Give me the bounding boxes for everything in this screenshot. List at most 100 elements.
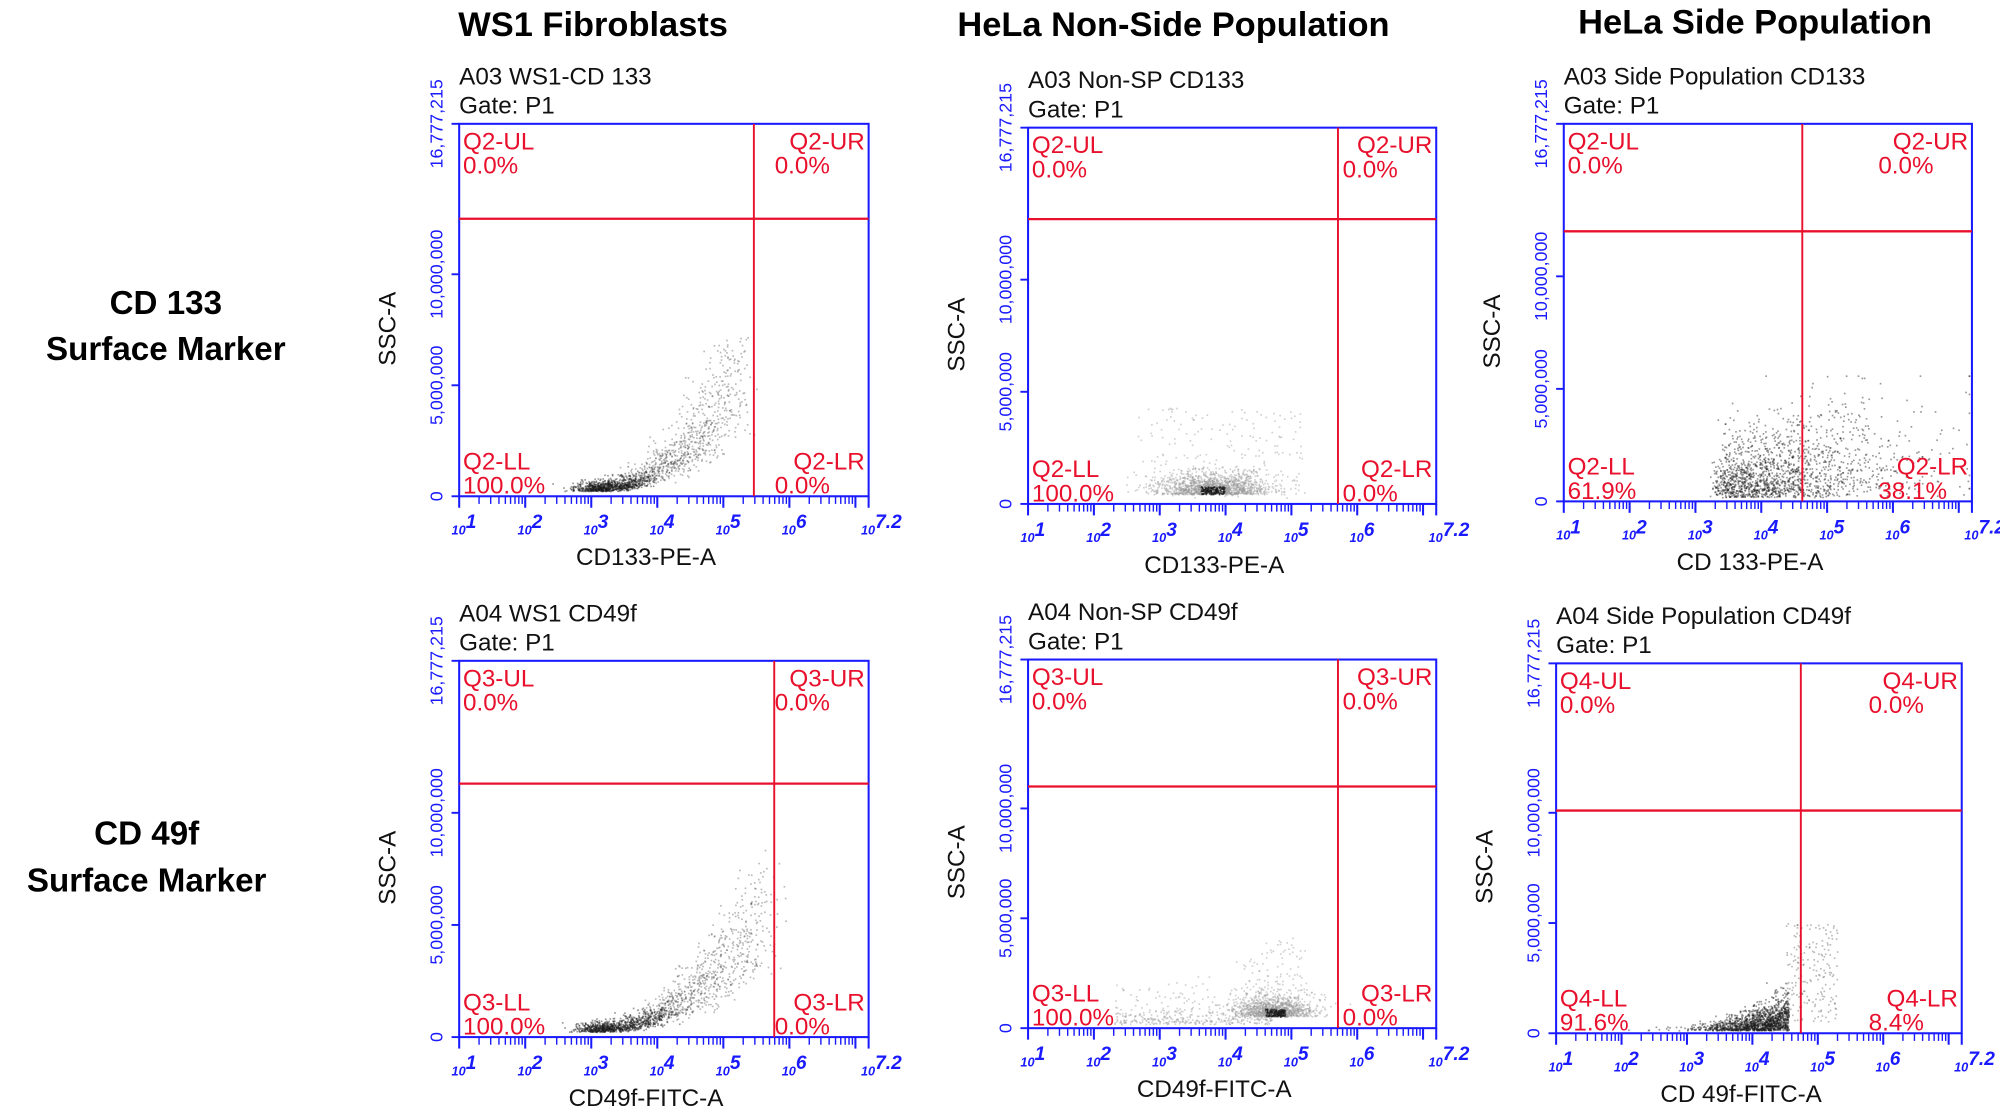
event-point [1248,483,1250,486]
event-point [591,488,594,491]
event-point [601,487,603,490]
event-point [1735,476,1737,479]
event-point [1182,493,1185,496]
event-point [1244,482,1247,484]
event-point [639,474,642,477]
event-point [649,479,651,482]
event-point [1788,441,1791,443]
event-point [1821,494,1824,496]
event-point [697,457,700,459]
event-point [604,484,606,486]
event-point [654,474,657,477]
event-point [1240,475,1243,478]
event-point [1155,490,1158,493]
event-point [705,420,708,423]
event-point [1743,470,1746,472]
event-point [1764,459,1767,462]
y-tick-label: 5,000,000 [995,352,1015,431]
event-point [1727,481,1729,484]
event-point [1811,386,1814,389]
event-point [607,483,609,486]
event-point [1839,470,1841,472]
event-point [1255,471,1258,473]
event-point [1210,490,1213,492]
event-point [743,351,745,353]
event-point [1255,486,1258,489]
event-point [1212,493,1214,496]
event-point [1754,440,1757,442]
event-point [604,486,607,489]
event-point [597,488,600,491]
event-point [1777,467,1779,470]
event-point [1741,481,1743,484]
event-point [1189,492,1192,495]
event-point [1797,493,1799,496]
event-point [610,481,613,484]
event-point [696,434,698,436]
event-point [1739,446,1742,448]
event-point [1233,486,1236,489]
event-point [623,485,626,488]
event-point [1153,467,1156,470]
event-point [1757,496,1759,498]
event-point [1777,481,1779,483]
event-point [1753,496,1756,498]
event-point [1258,449,1261,452]
event-point [1242,472,1244,475]
event-point [1789,472,1791,475]
event-point [1788,487,1791,490]
event-point [643,476,646,479]
event-point [1716,486,1718,489]
event-point [724,375,727,378]
event-point [651,474,654,476]
event-point [628,482,631,485]
event-point [1261,480,1264,482]
event-point [1139,484,1141,487]
event-point [1200,478,1203,481]
event-point [1175,487,1178,489]
event-point [616,485,618,488]
event-point [1876,463,1878,466]
event-point [638,475,641,477]
event-point [1263,464,1266,467]
event-point [1731,478,1734,480]
event-point [715,446,718,449]
event-point [1169,491,1172,493]
event-point [591,488,594,491]
event-point [606,489,609,491]
event-point [605,483,607,486]
event-point [1827,494,1830,496]
event-point [593,486,596,488]
event-point [1213,478,1215,481]
event-point [1241,488,1243,491]
event-point [1750,483,1753,486]
event-point [605,483,608,485]
event-point [1275,479,1278,482]
event-point [1207,484,1210,487]
event-point [629,474,632,477]
event-point [702,396,704,399]
event-point [602,480,605,483]
event-point [1757,495,1759,497]
event-point [1241,488,1244,490]
event-point [596,485,599,487]
event-point [1752,437,1755,440]
event-point [670,473,673,476]
event-point [1735,430,1737,433]
event-point [1716,480,1718,483]
event-point [1828,410,1831,413]
event-point [693,464,695,466]
event-point [600,488,603,491]
event-point [1261,451,1264,454]
event-point [1197,492,1200,495]
event-point [1767,473,1770,476]
event-point [1881,477,1884,479]
event-point [1806,472,1809,474]
event-point [1774,440,1777,442]
event-point [1819,414,1822,416]
event-point [677,451,680,453]
event-point [714,402,717,405]
event-point [633,481,636,484]
event-point [1210,484,1213,486]
event-point [1736,495,1739,498]
